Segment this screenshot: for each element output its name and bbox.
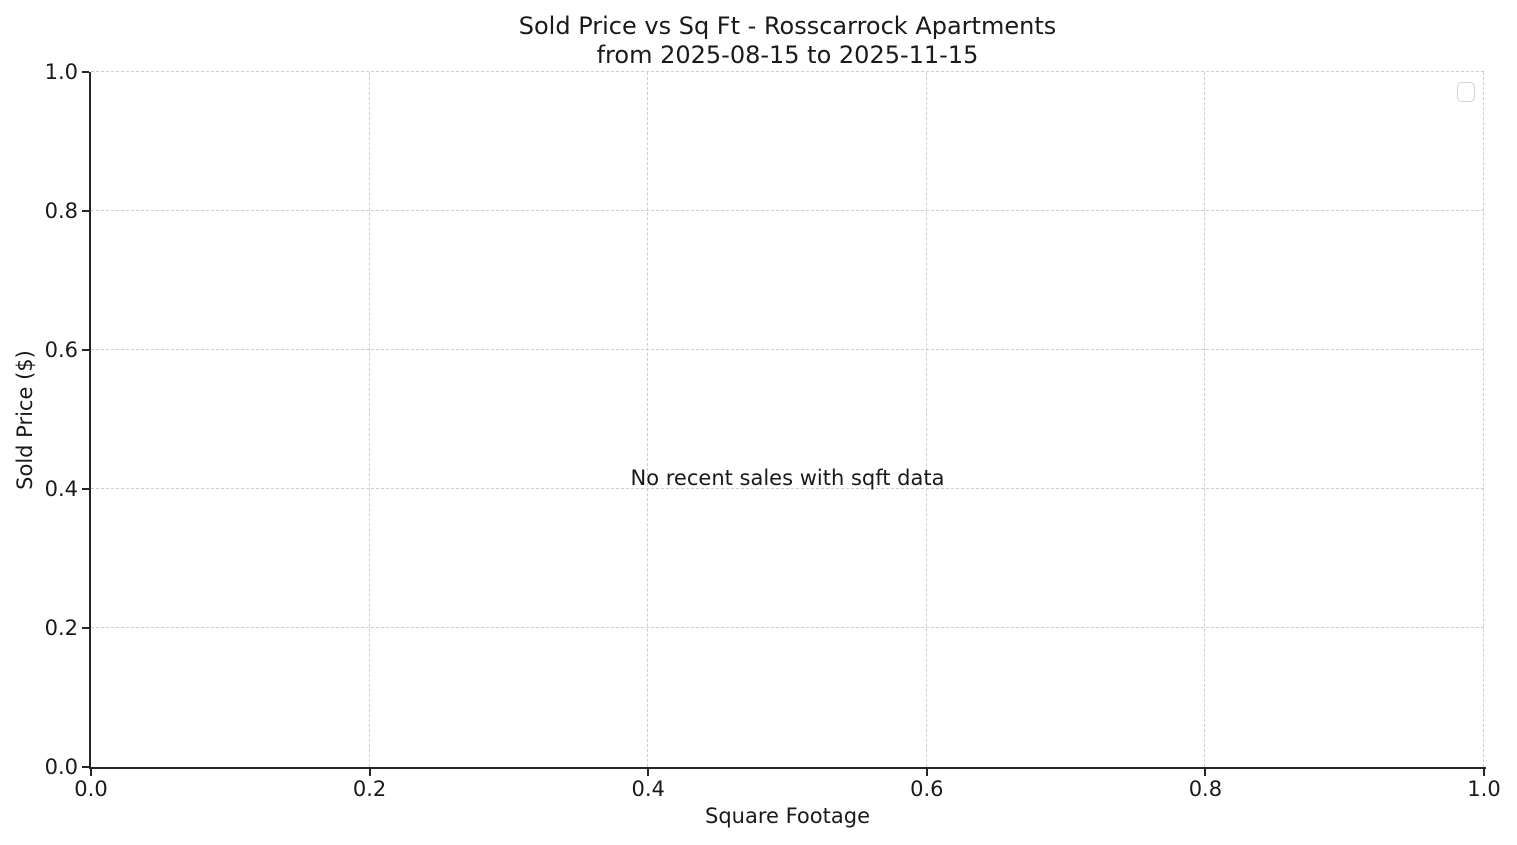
horizontal-gridline [91,349,1484,350]
x-axis-label: Square Footage [705,804,870,828]
horizontal-gridline [91,627,1484,628]
horizontal-gridline [91,71,1484,72]
vertical-gridline [925,72,927,767]
no-data-annotation: No recent sales with sqft data [630,466,945,490]
x-tick-label: 0.6 [910,777,944,801]
horizontal-gridline [91,210,1484,211]
chart-title-line1: Sold Price vs Sq Ft - Rosscarrock Apartm… [518,12,1057,40]
x-tick-mark [925,769,928,776]
x-tick-mark [1483,769,1485,776]
y-axis-spine [89,72,91,769]
x-tick-label: 0.0 [74,777,108,801]
y-tick-mark [82,627,89,629]
y-tick-mark [82,488,89,490]
y-tick-label: 0.6 [44,338,78,362]
x-tick-mark [1204,769,1207,776]
y-tick-mark [82,71,89,73]
y-tick-label: 0.8 [44,199,78,223]
chart-title: Sold Price vs Sq Ft - Rosscarrock Apartm… [91,12,1484,70]
x-axis-spine [89,767,1486,769]
vertical-gridline [1204,72,1206,767]
y-tick-mark [82,210,89,212]
y-tick-label: 1.0 [44,60,78,84]
horizontal-gridline [91,488,1484,489]
x-tick-label: 0.4 [631,777,665,801]
y-axis-label: Sold Price ($) [13,350,37,490]
y-tick-label: 0.0 [44,755,78,779]
y-tick-label: 0.2 [44,616,78,640]
vertical-gridline [1483,72,1484,767]
chart-title-line2: from 2025-08-15 to 2025-11-15 [596,41,979,69]
x-tick-label: 0.2 [352,777,387,801]
x-tick-mark [368,769,371,776]
x-tick-mark [90,769,92,776]
y-tick-mark [82,766,89,768]
legend-box [1457,82,1475,102]
vertical-gridline [368,72,370,767]
plot-area: No recent sales with sqft data [91,71,1484,767]
vertical-gridline [647,72,649,767]
x-tick-label: 1.0 [1467,777,1501,801]
x-tick-mark [647,769,650,776]
y-tick-mark [82,349,89,351]
y-tick-label: 0.4 [44,477,78,501]
x-tick-label: 0.8 [1188,777,1223,801]
